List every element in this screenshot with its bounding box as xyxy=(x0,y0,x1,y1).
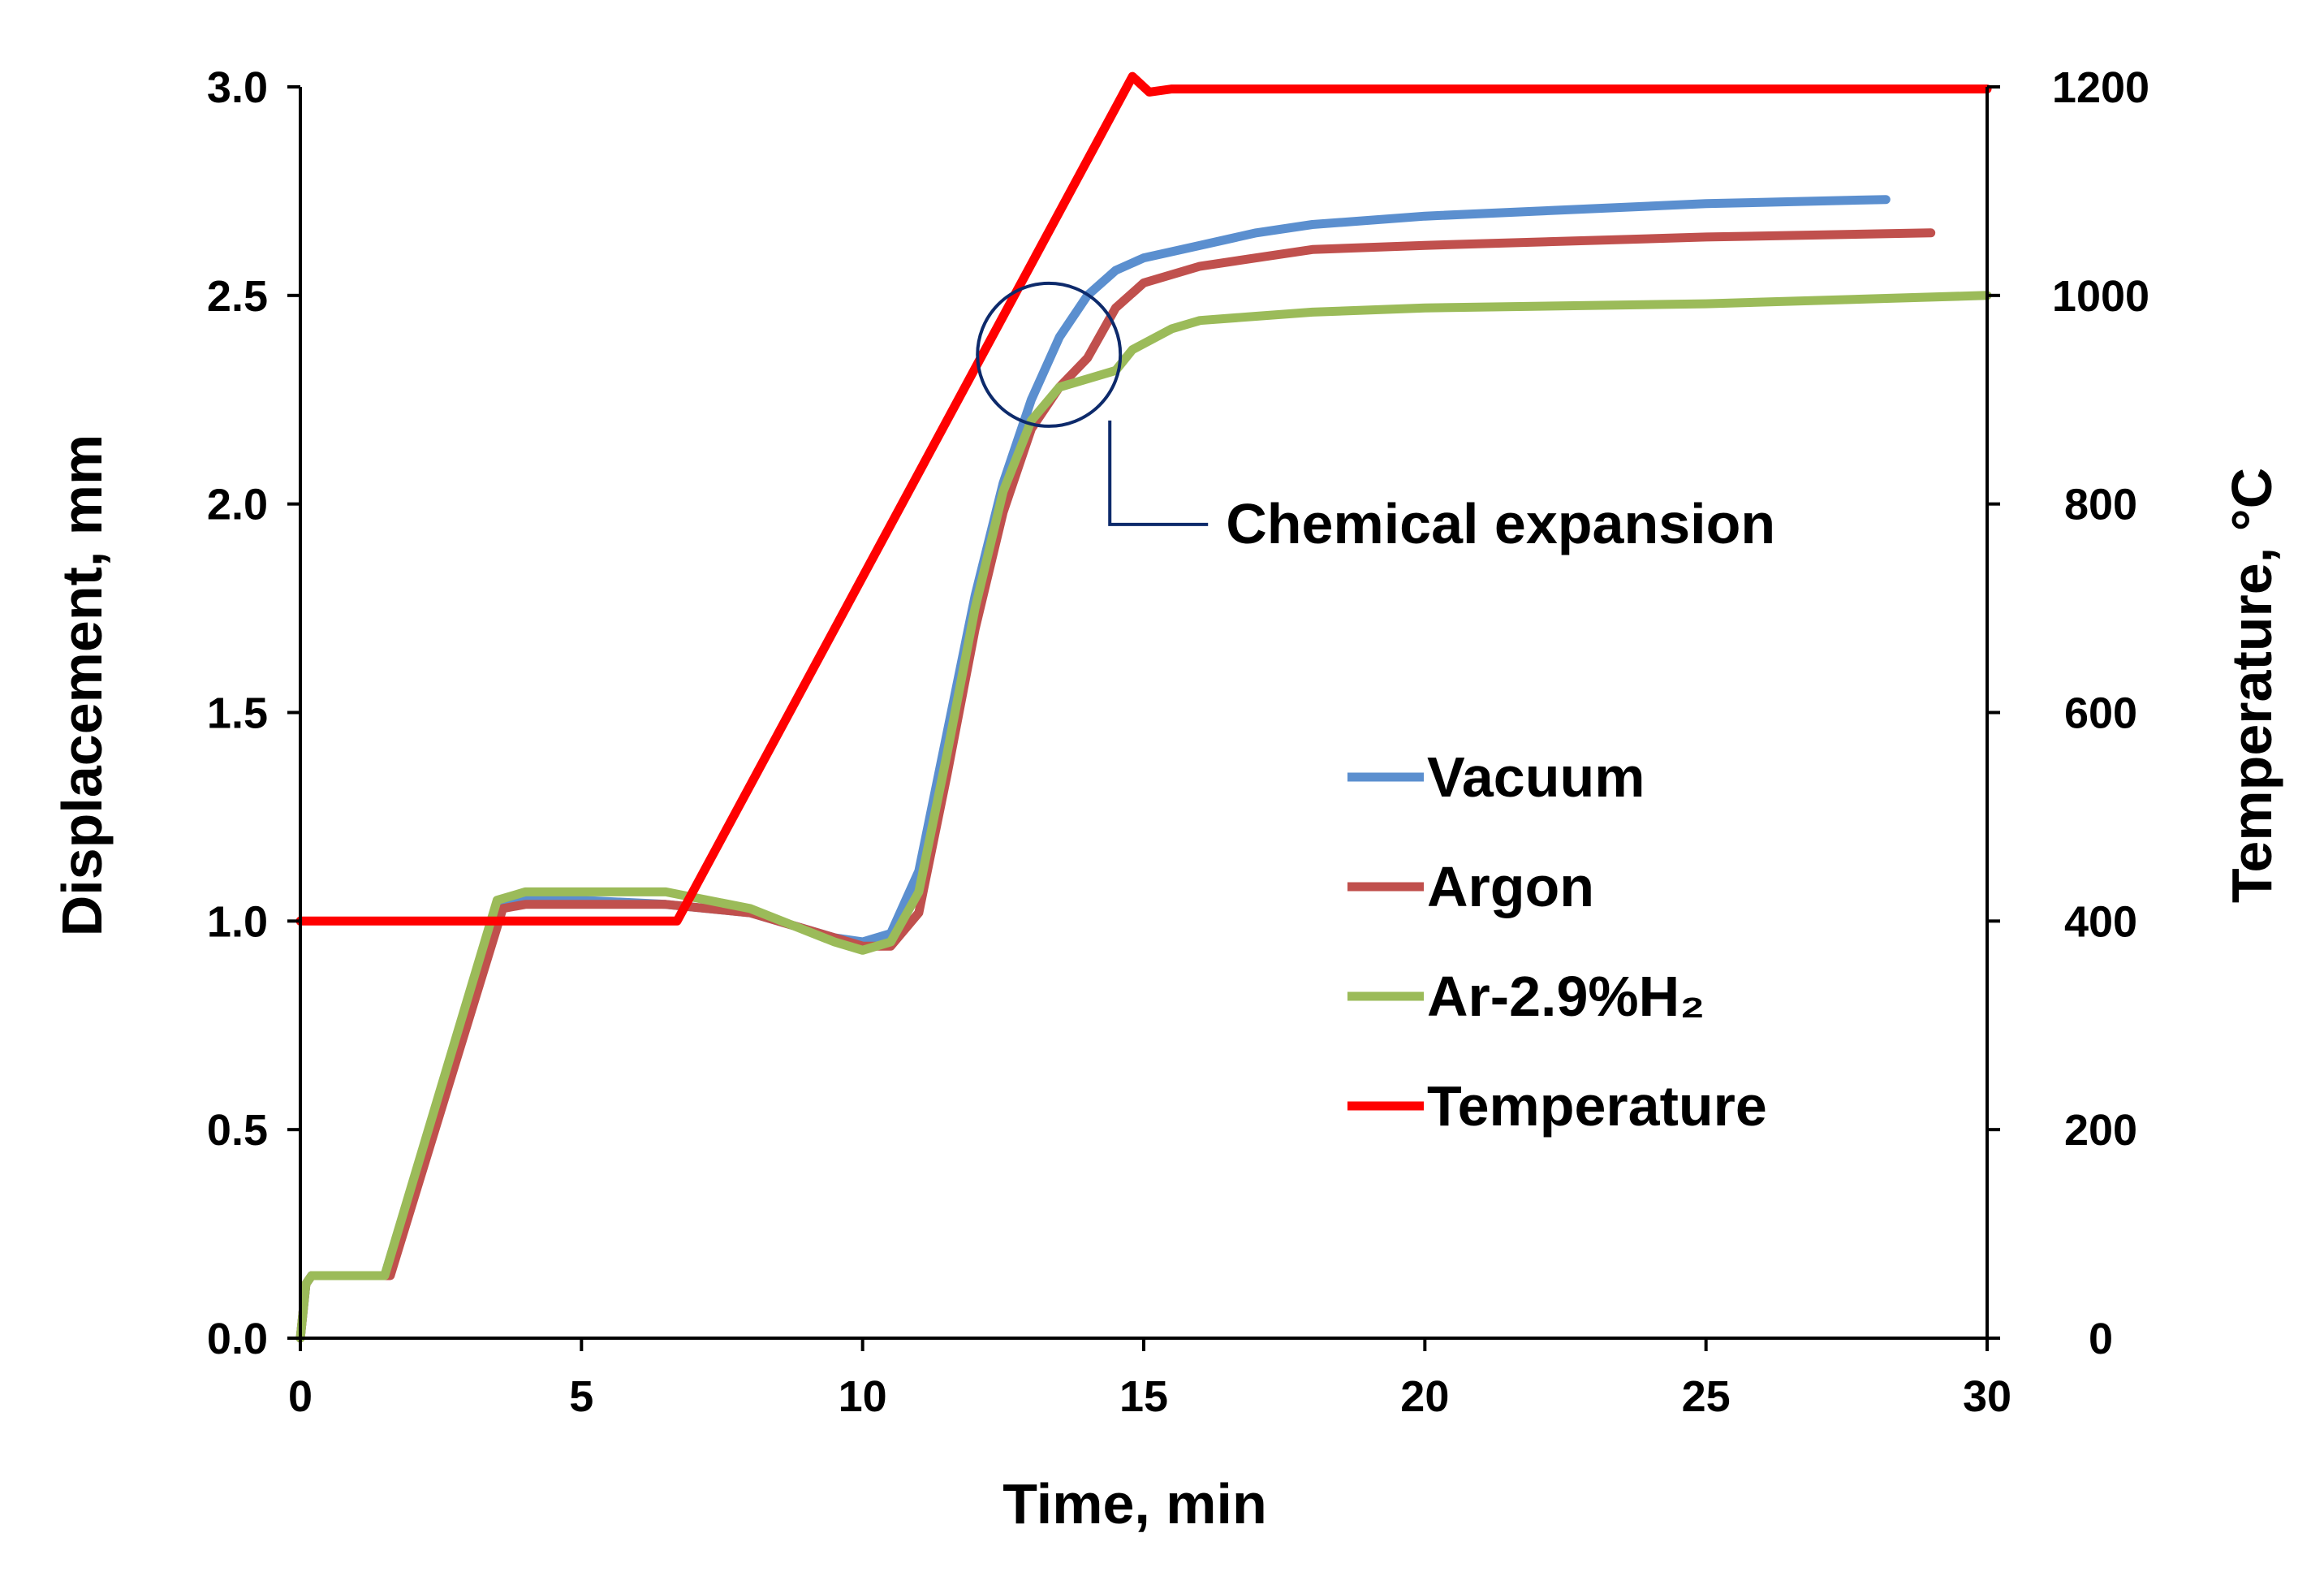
annotation-label: Chemical expansion xyxy=(1226,492,1775,555)
series-layer xyxy=(295,71,1992,1343)
ticks-layer: 0 5 10 15 20 25 30 0.0 0.5 1.0 1.5 2.0 2.5 3.0 0 200 400… xyxy=(207,63,2149,1421)
y2-tick-label: 400 xyxy=(2064,897,2137,946)
y2-tick-label: 800 xyxy=(2064,481,2137,529)
legend-item: Temperature xyxy=(1347,1074,1767,1138)
annotation-leader-line xyxy=(1108,420,1209,526)
y2-tick-label: 0 xyxy=(2089,1315,2113,1363)
x-tick-label: 25 xyxy=(1682,1372,1731,1421)
legend-item: Vacuum xyxy=(1347,745,1645,809)
y-tick-label: 2.5 xyxy=(207,272,268,321)
legend-item: Ar-2.9%H₂ xyxy=(1347,965,1705,1028)
legend-label: Temperature xyxy=(1427,1074,1767,1138)
x-tick-label: 5 xyxy=(569,1372,593,1421)
x-tick-label: 20 xyxy=(1400,1372,1449,1421)
y-tick-label: 3.0 xyxy=(207,63,268,112)
y-tick-label: 1.0 xyxy=(207,897,268,946)
legend-label: Vacuum xyxy=(1427,745,1645,809)
y2-tick-label: 1000 xyxy=(2052,272,2149,321)
y2-tick-label: 1200 xyxy=(2052,63,2149,112)
y2-tick-label: 200 xyxy=(2064,1106,2137,1155)
x-tick-label: 30 xyxy=(1963,1372,2011,1421)
series-line-3 xyxy=(295,71,1992,926)
y-tick-label: 0.0 xyxy=(207,1315,268,1363)
annotation-circle xyxy=(976,281,1123,428)
x-tick-label: 10 xyxy=(839,1372,887,1421)
legend-label: Ar-2.9%H₂ xyxy=(1427,965,1705,1028)
y-tick-label: 1.5 xyxy=(207,689,268,738)
x-tick-label: 15 xyxy=(1119,1372,1168,1421)
y-tick-label: 0.5 xyxy=(207,1106,268,1155)
series-line-2 xyxy=(295,291,1992,1343)
y-axis-title: Displacement, mm xyxy=(50,434,114,937)
legend-label-subscript: ₂ xyxy=(1679,965,1705,1028)
y2-tick-label: 600 xyxy=(2064,689,2137,738)
annotation-layer: Chemical expansion xyxy=(976,281,1775,555)
legend-label: Argon xyxy=(1427,855,1594,918)
legend-item: Argon xyxy=(1347,855,1594,918)
y-tick-label: 2.0 xyxy=(207,481,268,529)
x-axis-title: Time, min xyxy=(1002,1472,1266,1535)
y2-axis-title: Temperature, °C xyxy=(2220,468,2283,903)
legend-layer: Vacuum Argon Ar-2.9%H₂ Temperature xyxy=(1347,745,1767,1138)
x-tick-label: 0 xyxy=(288,1372,313,1421)
